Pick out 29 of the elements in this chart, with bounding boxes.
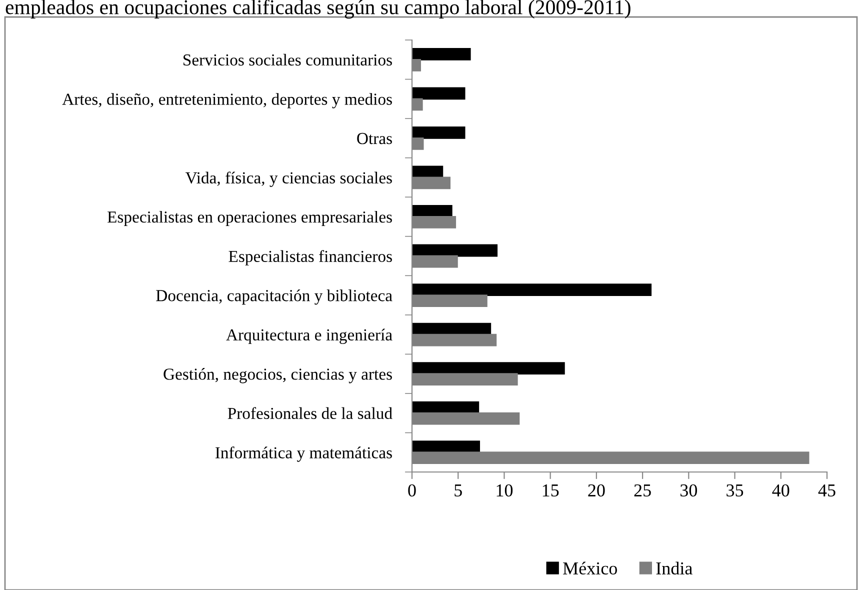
legend-label: India [656,562,692,575]
x-tick-label: 40 [772,484,790,497]
y-tick-label: Otras [357,132,392,144]
x-tick-label: 35 [726,484,744,497]
y-tick-label: Especialistas financieros [228,250,392,266]
y-tick-label: Gestión, negocios, ciencias y artes [164,368,392,384]
y-tick-label: Profesionales de la salud [228,407,392,420]
x-tick-label: 10 [496,484,513,497]
bar [412,87,466,100]
bar [412,362,565,375]
y-tick-label: Vida, física, y ciencias sociales [185,172,392,187]
x-tick-label: 0 [408,484,416,497]
bar [412,284,652,296]
y-tick-label: Docencia, capacitación y biblioteca [156,289,392,305]
y-tick-label: Servicios sociales comunitarios [184,54,392,66]
x-tick-label: 30 [680,484,698,497]
y-tick-label: Arquitectura e ingeniería [226,328,392,344]
bar [412,48,471,60]
legend-label: México [563,562,618,575]
bar [412,126,466,139]
x-tick-label: 25 [634,484,651,497]
x-tick-label: 20 [588,484,605,497]
x-tick-label: 5 [454,484,462,497]
y-tick-label: Informática y matemáticas [215,446,392,462]
x-tick-label: 45 [818,484,836,497]
bar [412,244,498,257]
y-tick-label: Especialistas en operaciones empresariales [108,210,392,226]
y-tick-label: Artes, diseño, entretenimiento, deportes y medios [62,93,392,108]
x-tick-label: 15 [542,484,559,497]
